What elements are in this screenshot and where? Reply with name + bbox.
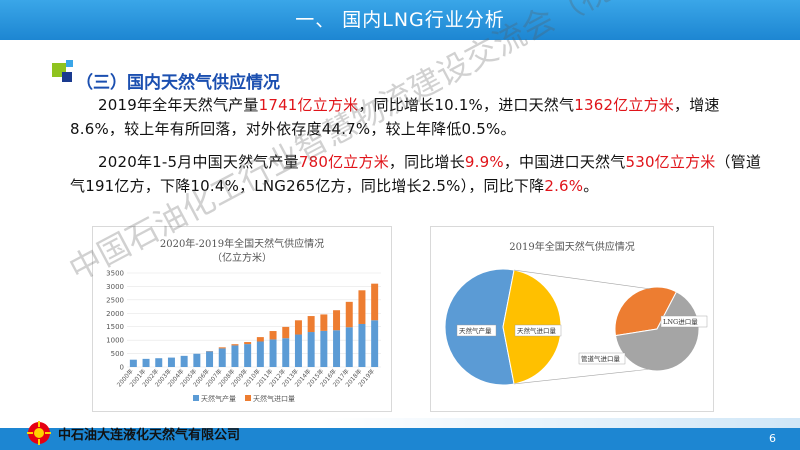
bar-segment [244,342,252,345]
bar-segment [167,357,175,367]
bar-segment [320,330,328,367]
paragraph-2019: 2019年全年天然气产量1741亿立方米，同比增长10.1%，进口天然气1362… [70,93,770,141]
bar-segment [320,314,328,331]
y-tick-label: 2000 [106,310,124,318]
pie-label-import: 天然气进口量 [517,326,557,335]
pie-chart-title: 2019年全国天然气供应情况 [509,242,635,253]
bar-chart: 05001000150020002500300035002000年2001年20… [106,270,381,403]
p1-highlight-production: 1741亿立方米 [258,96,359,114]
breakdown-label-pipeline-box [578,352,626,365]
bar-segment [129,359,137,367]
p2-highlight-import: 530亿立方米 [625,153,716,171]
bar-segment [333,310,341,331]
bar-segment [294,320,302,335]
p1-text-1: 2019年全年天然气产量 [98,96,259,114]
slide-title: 一、 国内LNG行业分析 [295,9,505,31]
bar-segment [231,345,239,367]
pie-chart-panel: 2019年全国天然气供应情况 天然气产量 天然气进口量管道气进口量 LNG进口量 [430,226,714,412]
y-tick-label: 2500 [106,296,124,304]
bar-segment [269,339,277,367]
pie-label-production: 天然气产量 [459,326,492,335]
p2-highlight-production: 780亿立方米 [298,153,389,171]
bar-segment [333,330,341,367]
breakdown-label-lng: LNG进口量 [663,318,698,326]
bar-segment [269,331,277,340]
bar-segment [358,323,366,367]
bar-segment [218,348,226,367]
bar-segment [256,337,264,342]
p2-highlight-decline: 2.6% [544,177,584,195]
bar-segment [282,338,290,367]
p2-text-3: ，中国进口天然气 [503,153,626,171]
connector-line [514,368,652,385]
p1-highlight-import: 1362亿立方米 [574,96,674,114]
bar-segment [282,326,290,339]
company-logo-icon [27,421,51,445]
bar-chart-panel: 2020年-2019年全国天然气供应情况 （亿立方米） 0 500 1000 1500… [92,226,392,412]
bar-segment [142,358,150,367]
bar-segment [307,316,315,333]
breakdown-slice-pipeline [614,286,678,337]
y-tick-label: 1500 [106,323,124,331]
bar-segment [231,344,239,346]
footer-gradient [0,418,800,430]
p2-text-4: （管道气191亿方，下降10.4%，LNG265亿方，同比增长2.5%），同比下… [70,153,762,195]
bar-segment [218,347,226,349]
p2-text-5: 。 [583,177,599,195]
bar-segment [371,320,379,367]
breakdown-label-lng-box [660,315,708,328]
p2-text-1: 2020年1-5月中国天然气产量 [98,153,299,171]
paragraph-2020: 2020年1-5月中国天然气产量780亿立方米，同比增长9.9%，中国进口天然气… [70,150,770,198]
legend-swatch [193,395,199,401]
y-tick-label: 3500 [106,270,124,278]
bar-segment [244,344,252,367]
p1-text-3: ，增速8.6%，较上年有所回落，对外依存度44.7%，较上年降低0.5%。 [70,96,720,138]
y-tick-label: 0 [120,364,124,372]
breakdown-label-pipeline: 管道气进口量 [581,354,621,363]
p2-text-2: ，同比增长 [388,153,465,171]
bar-segment [155,358,163,367]
title-bullet-square-navy [62,72,72,82]
bar-segment [206,351,214,367]
bar-segment [358,290,366,324]
connector-line [514,269,652,290]
page-number: 6 [769,432,776,445]
y-tick-label: 3000 [106,283,124,291]
y-tick-label: 1000 [106,337,124,345]
p2-highlight-growth: 9.9% [464,153,504,171]
footer-bar [0,428,800,450]
p1-text-2: ，同比增长10.1%，进口天然气 [358,96,575,114]
legend-label: 天然气产量 [201,394,236,403]
bar-chart-subtitle: （亿立方米） [212,253,272,264]
bar-segment [193,353,201,367]
bar-segment [345,327,353,367]
header-bar [0,0,800,40]
bar-segment [307,332,315,367]
title-bullet-square-blue [66,60,73,67]
pie-label-import-box [514,324,562,337]
bar-segment [371,283,379,321]
section-title: （三）国内天然气供应情况 [76,73,280,93]
pie-label-production-box [456,324,497,337]
bar-segment [345,301,353,328]
bar-chart-title: 2020年-2019年全国天然气供应情况 [159,239,325,250]
legend-swatch [245,395,251,401]
bar-segment [180,355,188,367]
company-name: 中石油大连液化天然气有限公司 [58,428,241,443]
legend-label: 天然气进口量 [253,394,295,403]
bar-segment [294,334,302,367]
bar-segment [256,341,264,367]
y-tick-label: 500 [111,350,124,358]
